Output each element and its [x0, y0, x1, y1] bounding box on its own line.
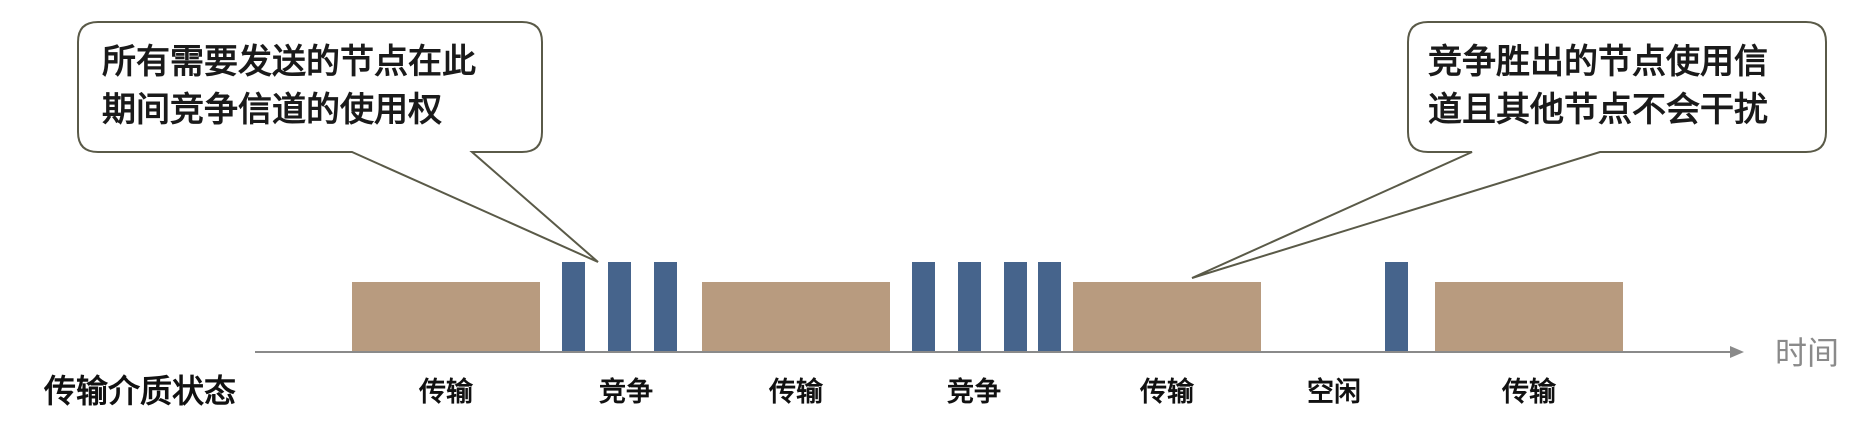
segment-label-transmission: 传输 [1502, 377, 1556, 408]
callout-left-bubble [77, 21, 599, 263]
segment-label-idle: 空闲 [1307, 377, 1361, 408]
contention-slot [912, 262, 935, 352]
segment-label-contention: 竞争 [947, 377, 1001, 408]
segment-label-transmission: 传输 [769, 377, 823, 408]
row-title: 传输介质状态 [44, 372, 237, 410]
callout-right-bubble [1191, 21, 1827, 279]
callout-left-line-2: 期间竞争信道的使用权 [102, 90, 442, 130]
transmission-block-1 [352, 282, 540, 352]
time-axis-label: 时间 [1775, 334, 1840, 372]
callout-left-text: 所有需要发送的节点在此 期间竞争信道的使用权 [102, 38, 476, 134]
transmission-block-3 [1073, 282, 1261, 352]
transmission-block-2 [702, 282, 890, 352]
transmission-block-4 [1435, 282, 1623, 352]
contention-slot [1004, 262, 1027, 352]
time-axis-arrowhead [1730, 346, 1744, 358]
segment-label-contention: 竞争 [599, 377, 653, 408]
callout-right-line-2: 道且其他节点不会干扰 [1428, 90, 1768, 130]
contention-slot [608, 262, 631, 352]
contention-slot [1038, 262, 1061, 352]
segment-label-transmission: 传输 [419, 377, 473, 408]
contention-slot [654, 262, 677, 352]
callout-right-line-1: 竞争胜出的节点使用信 [1428, 42, 1768, 82]
callout-left-line-1: 所有需要发送的节点在此 [102, 42, 476, 82]
contention-slot [1385, 262, 1408, 352]
callout-right-text: 竞争胜出的节点使用信 道且其他节点不会干扰 [1428, 38, 1768, 134]
segment-label-transmission: 传输 [1140, 377, 1194, 408]
contention-slot [958, 262, 981, 352]
contention-slot [562, 262, 585, 352]
